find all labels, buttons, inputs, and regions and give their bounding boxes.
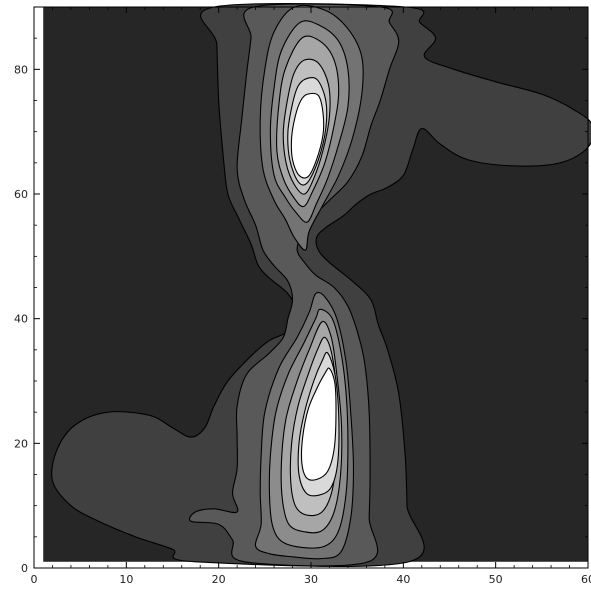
contour-level-8-region-12 (290, 92, 325, 179)
x-tick-label: 30 (304, 573, 318, 586)
tick-layer: 0 10 20 30 40 50 60 0 20 40 60 80 (14, 6, 591, 586)
x-tick-label: 20 (212, 573, 226, 586)
x-tick-label: 50 (489, 573, 503, 586)
y-tick-label: 60 (14, 188, 28, 201)
contour-level-8-region-13 (300, 367, 337, 481)
x-tick-label: 10 (119, 573, 133, 586)
x-tick-label: 40 (396, 573, 410, 586)
x-tick-label: 0 (31, 573, 38, 586)
y-tick-label: 80 (14, 63, 28, 76)
y-tick-label: 40 (14, 313, 28, 326)
x-tick-label: 60 (581, 573, 591, 586)
contour-layer (43, 3, 591, 567)
y-tick-label: 20 (14, 437, 28, 450)
y-tick-label: 0 (21, 562, 28, 575)
